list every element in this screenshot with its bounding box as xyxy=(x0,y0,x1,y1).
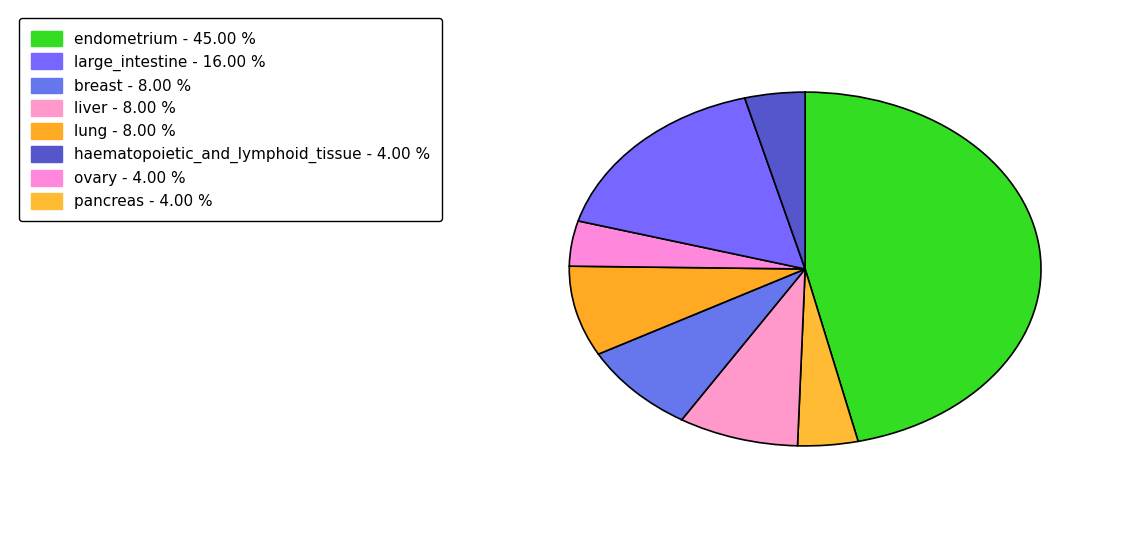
Wedge shape xyxy=(599,269,805,420)
Wedge shape xyxy=(578,98,805,269)
Wedge shape xyxy=(569,221,805,269)
Wedge shape xyxy=(682,269,805,446)
Legend: endometrium - 45.00 %, large_intestine - 16.00 %, breast - 8.00 %, liver - 8.00 : endometrium - 45.00 %, large_intestine -… xyxy=(19,18,442,221)
Wedge shape xyxy=(569,266,805,354)
Wedge shape xyxy=(805,92,1041,441)
Wedge shape xyxy=(745,92,805,269)
Wedge shape xyxy=(797,269,858,446)
